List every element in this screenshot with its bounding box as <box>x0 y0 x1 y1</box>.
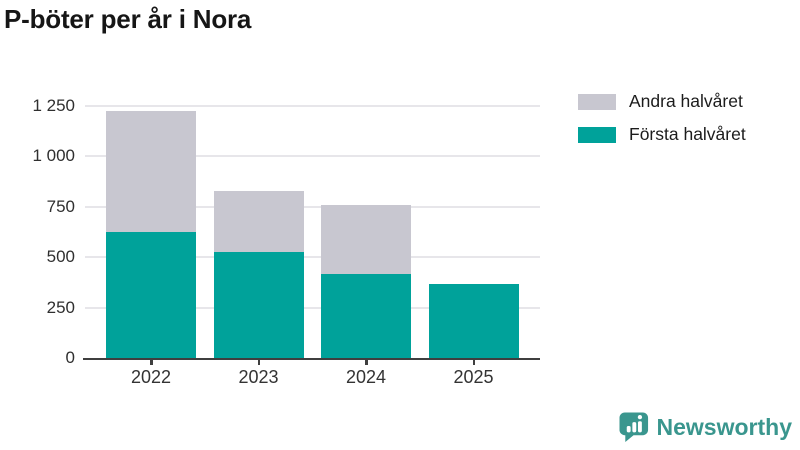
legend-label-forsta-halvaret: Första halvåret <box>629 124 746 144</box>
bar-segment-2023-andra <box>213 190 304 253</box>
newsworthy-logo: Newsworthy <box>619 411 792 443</box>
y-axis-tick-label: 250 <box>46 297 75 317</box>
plot-area <box>83 105 540 360</box>
legend-item-forsta-halvaret: Första halvåret <box>578 124 746 145</box>
x-axis-tick-2022 <box>150 358 153 365</box>
legend-item-andra-halvaret: Andra halvåret <box>578 91 746 112</box>
gridline-1000 <box>85 155 540 158</box>
legend-label-andra-halvaret: Andra halvåret <box>629 91 743 111</box>
bar-segment-2022-första <box>106 232 196 358</box>
x-axis-label-2023: 2023 <box>238 367 279 387</box>
chart-title: P-böter per år i Nora <box>4 4 252 34</box>
y-axis-tick-label: 1 250 <box>32 96 75 115</box>
y-axis-tick-label: 500 <box>46 247 75 267</box>
gridline-500 <box>85 256 540 259</box>
gridline-250 <box>85 306 540 309</box>
x-axis-tick-2024 <box>365 358 368 365</box>
x-axis-label-2022: 2022 <box>130 367 172 387</box>
newsworthy-bar-chart-bubble-icon <box>619 412 648 443</box>
newsworthy-logo-text: Newsworthy <box>656 413 792 440</box>
bar-segment-2025-första <box>428 284 519 358</box>
bar-segment-2024-andra <box>321 204 411 275</box>
legend-swatch-forsta-halvaret <box>578 126 616 143</box>
x-axis-label-2025: 2025 <box>453 367 494 387</box>
x-axis-tick-2025 <box>472 358 475 365</box>
y-axis-tick-label: 750 <box>46 196 75 216</box>
bar-segment-2024-första <box>321 274 411 358</box>
bar-segment-2022-andra <box>106 111 196 232</box>
legend: Andra halvåret Första halvåret <box>578 91 746 157</box>
y-axis-tick-label: 0 <box>65 348 75 367</box>
legend-swatch-andra-halvaret <box>578 93 616 110</box>
gridline-750 <box>85 205 540 208</box>
gridline-1250 <box>85 105 540 107</box>
bar-segment-2023-första <box>213 252 304 358</box>
y-axis-tick-label: 1 000 <box>32 146 75 166</box>
x-axis-tick-2023 <box>257 358 260 365</box>
x-axis-label-2024: 2024 <box>345 367 387 387</box>
